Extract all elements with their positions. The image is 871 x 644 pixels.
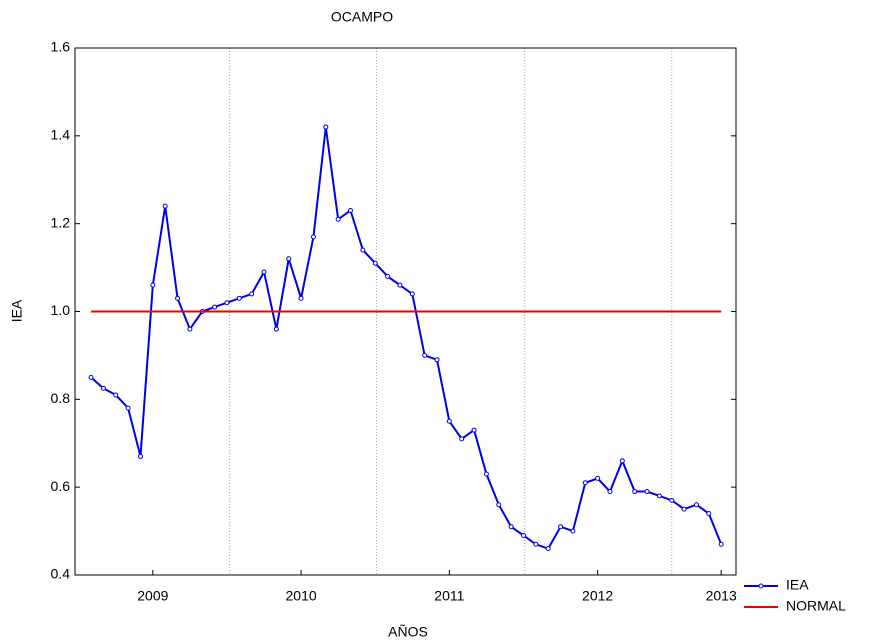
point xyxy=(459,436,465,442)
point xyxy=(286,256,292,262)
point xyxy=(706,511,712,517)
point xyxy=(113,392,119,398)
x-tick-label: 2011 xyxy=(434,588,464,604)
point xyxy=(595,475,601,481)
y-tick-label: 1.0 xyxy=(51,302,71,318)
x-axis-label: AÑOS xyxy=(388,624,428,640)
point xyxy=(236,295,242,301)
point xyxy=(508,524,514,530)
point xyxy=(212,304,218,310)
point xyxy=(125,405,131,411)
point xyxy=(619,458,625,464)
point xyxy=(249,291,255,297)
point xyxy=(669,497,675,503)
point xyxy=(335,216,341,222)
y-tick-label: 0.6 xyxy=(51,478,71,494)
y-tick-label: 0.8 xyxy=(51,390,71,406)
point xyxy=(273,326,279,332)
point xyxy=(175,295,181,301)
point xyxy=(718,541,724,547)
point xyxy=(88,374,94,380)
point xyxy=(137,453,143,459)
point xyxy=(558,524,564,530)
point xyxy=(483,471,489,477)
point xyxy=(100,385,106,391)
legend-label: IEA xyxy=(786,577,809,593)
point xyxy=(471,427,477,433)
point xyxy=(162,203,168,209)
y-tick-label: 0.4 xyxy=(51,566,71,582)
x-tick-label: 2012 xyxy=(582,588,613,604)
point xyxy=(607,489,613,495)
x-tick-label: 2009 xyxy=(137,588,168,604)
point xyxy=(385,273,391,279)
point xyxy=(323,124,329,130)
point xyxy=(310,234,316,240)
point xyxy=(446,418,452,424)
point xyxy=(409,291,415,297)
point xyxy=(372,260,378,266)
y-tick-label: 1.6 xyxy=(51,39,71,55)
point xyxy=(224,300,230,306)
y-tick-label: 1.2 xyxy=(51,214,71,230)
point xyxy=(545,546,551,552)
point xyxy=(360,247,366,253)
x-tick-label: 2013 xyxy=(706,588,737,604)
point xyxy=(348,207,354,213)
point xyxy=(632,489,638,495)
point xyxy=(644,489,650,495)
legend-label: NORMAL xyxy=(786,598,846,614)
point xyxy=(496,502,502,508)
x-tick-label: 2010 xyxy=(286,588,317,604)
point xyxy=(533,541,539,547)
point xyxy=(520,532,526,538)
point xyxy=(582,480,588,486)
point xyxy=(681,506,687,512)
legend-marker xyxy=(758,583,764,589)
point xyxy=(434,357,440,363)
point xyxy=(261,269,267,275)
series-line xyxy=(90,126,723,550)
point xyxy=(187,326,193,332)
y-axis-label: IEA xyxy=(9,299,25,322)
y-tick-label: 1.4 xyxy=(51,127,71,143)
point xyxy=(570,528,576,534)
chart-title: OCAMPO xyxy=(331,9,393,25)
point xyxy=(656,493,662,499)
point xyxy=(422,352,428,358)
point xyxy=(397,282,403,288)
point xyxy=(150,282,156,288)
point xyxy=(298,295,304,301)
point xyxy=(693,502,699,508)
